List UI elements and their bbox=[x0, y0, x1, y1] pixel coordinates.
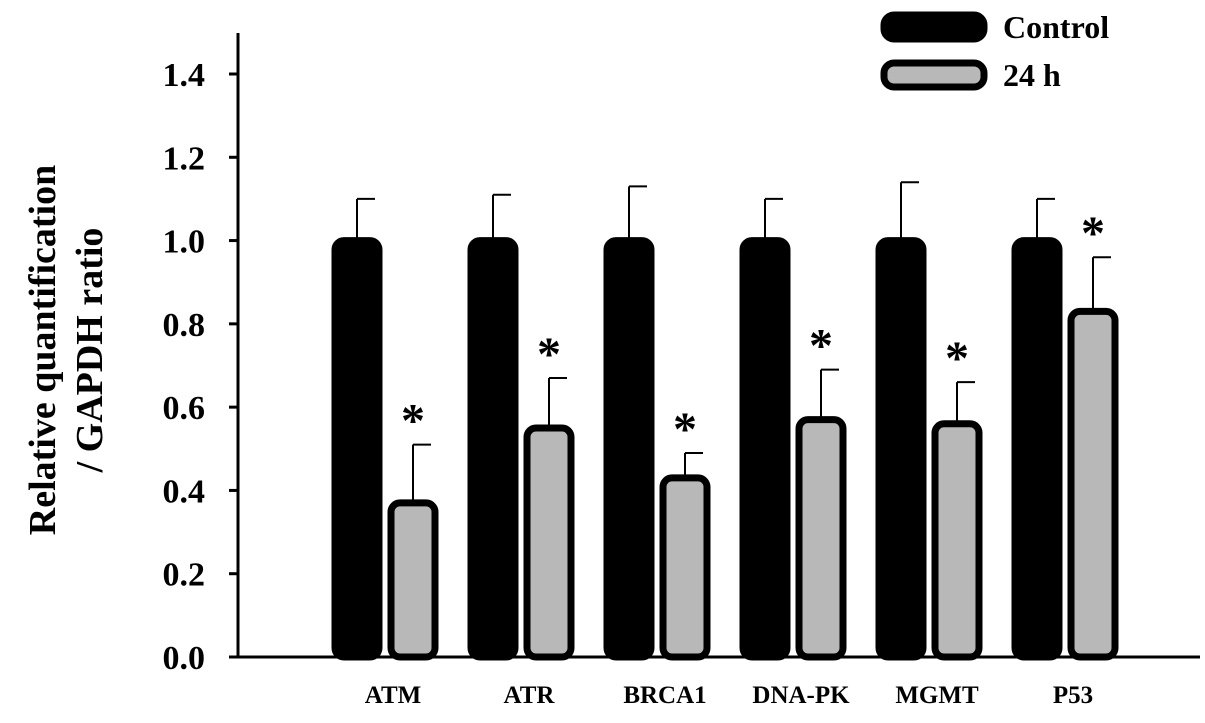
bar-24h bbox=[1067, 307, 1119, 661]
y-tick-label: 0.2 bbox=[163, 557, 206, 594]
bar-24h bbox=[795, 416, 847, 661]
error-bars bbox=[356, 181, 1111, 503]
y-axis-ticks: 0.0 0.2 0.4 0.6 0.8 1.0 1.2 1.4 bbox=[163, 57, 238, 677]
significance-star: * bbox=[673, 403, 697, 456]
x-tick-label: P53 bbox=[1053, 682, 1093, 709]
legend-swatch-control bbox=[880, 11, 988, 43]
y-tick-label: 0.4 bbox=[163, 473, 206, 510]
bar-control bbox=[1011, 237, 1063, 661]
y-tick-label: 0.6 bbox=[163, 390, 206, 427]
y-tick-label: 0.8 bbox=[163, 307, 206, 344]
significance-star: * bbox=[401, 395, 425, 448]
x-tick-label: DNA-PK bbox=[752, 682, 850, 709]
x-tick-label: ATM bbox=[365, 682, 421, 709]
y-tick-label: 0.0 bbox=[163, 640, 206, 677]
legend: Control 24 h bbox=[880, 9, 1109, 93]
bar-control bbox=[603, 237, 655, 661]
bar-control bbox=[467, 237, 519, 661]
bar-control bbox=[331, 237, 383, 661]
significance-marks: * * * * * * bbox=[401, 207, 1105, 456]
significance-star: * bbox=[945, 332, 969, 385]
significance-star: * bbox=[1081, 207, 1105, 260]
y-tick-label: 1.2 bbox=[163, 140, 206, 177]
y-axis-label: Relative quantification / GAPDH ratio bbox=[22, 165, 111, 535]
bar-24h bbox=[523, 424, 575, 661]
bar-control bbox=[875, 237, 927, 661]
x-tick-label: MGMT bbox=[895, 682, 979, 709]
bar-24h bbox=[659, 474, 711, 661]
legend-swatch-24h bbox=[880, 59, 988, 91]
x-tick-label: ATR bbox=[504, 682, 556, 709]
x-axis-tick-labels: ATM ATR BRCA1 DNA-PK MGMT P53 bbox=[365, 682, 1093, 709]
significance-star: * bbox=[809, 320, 833, 373]
y-tick-label: 1.0 bbox=[163, 224, 206, 261]
bars bbox=[331, 237, 1119, 661]
y-tick-label: 1.4 bbox=[163, 57, 206, 94]
bar-24h bbox=[931, 420, 983, 661]
significance-star: * bbox=[537, 328, 561, 381]
bar-24h bbox=[387, 499, 439, 661]
y-axis-label-line-2: / GAPDH ratio bbox=[69, 228, 111, 474]
bar-control bbox=[739, 237, 791, 661]
y-axis-label-line-1: Relative quantification bbox=[22, 165, 64, 535]
x-tick-label: BRCA1 bbox=[623, 682, 706, 709]
legend-label: 24 h bbox=[1003, 57, 1061, 93]
legend-label: Control bbox=[1003, 9, 1109, 45]
